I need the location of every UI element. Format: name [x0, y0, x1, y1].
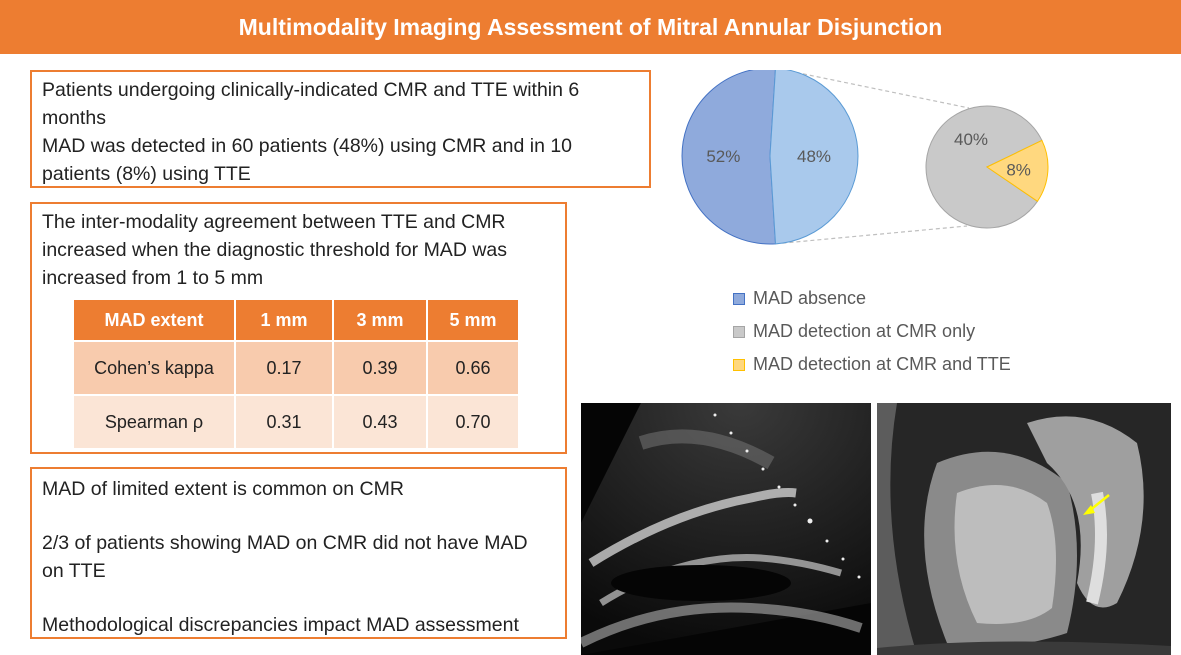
- box1-line: patients (8%) using TTE: [42, 163, 251, 185]
- legend-swatch: [733, 358, 745, 371]
- box1-line: Patients undergoing clinically-indicated…: [42, 79, 580, 101]
- conclusion-line: on TTE: [42, 560, 106, 582]
- box2-line: The inter-modality agreement between TTE…: [42, 211, 506, 233]
- summary-box-patients: Patients undergoing clinically-indicated…: [30, 70, 651, 188]
- echocardiogram-image: [581, 403, 871, 655]
- pie-slice-mad-detection: [769, 70, 859, 245]
- legend-item: MAD detection at CMR and TTE: [733, 348, 1011, 381]
- table-header-row: MAD extent 1 mm 3 mm 5 mm: [74, 300, 518, 340]
- box1-line: months: [42, 107, 106, 129]
- box1-line: MAD was detected in 60 patients (48%) us…: [42, 135, 573, 157]
- table-header: 1 mm: [236, 300, 332, 340]
- conclusion-line: Methodological discrepancies impact MAD …: [42, 614, 519, 636]
- table-cell: Spearman ρ: [74, 396, 234, 448]
- pie-slice-cmr-only: [925, 105, 1043, 229]
- cardiac-mri-image: [877, 403, 1171, 655]
- table-cell: Cohen’s kappa: [74, 342, 234, 394]
- legend-item: MAD detection at CMR only: [733, 315, 1011, 348]
- conclusion-line: 2/3 of patients showing MAD on CMR did n…: [42, 532, 528, 554]
- table-cell: 0.43: [334, 396, 426, 448]
- table-header: 3 mm: [334, 300, 426, 340]
- conclusion-line: MAD of limited extent is common on CMR: [42, 478, 404, 500]
- legend-label: MAD absence: [753, 288, 867, 308]
- pie-slice-cmr-and-tte: [986, 139, 1049, 202]
- pie-of-pie-chart: 52% 48% 40% 8%: [681, 70, 1049, 245]
- table-header: MAD extent: [74, 300, 234, 340]
- connector-line: [781, 70, 970, 109]
- summary-box-agreement: The inter-modality agreement between TTE…: [30, 202, 567, 454]
- pie-data-label: 48%: [797, 147, 831, 166]
- box2-line: increased when the diagnostic threshold …: [42, 239, 507, 261]
- table-cell: 0.66: [428, 342, 518, 394]
- legend-swatch: [733, 292, 745, 305]
- table-cell: 0.17: [236, 342, 332, 394]
- table-cell: 0.70: [428, 396, 518, 448]
- pie-data-label: 52%: [706, 147, 740, 166]
- table-row: Spearman ρ 0.31 0.43 0.70: [74, 396, 518, 448]
- box2-line: increased from 1 to 5 mm: [42, 267, 264, 289]
- legend-label: MAD detection at CMR and TTE: [753, 354, 1011, 374]
- legend-label: MAD detection at CMR only: [753, 321, 976, 341]
- chart-legend: MAD absence MAD detection at CMR only MA…: [733, 282, 1011, 381]
- table-cell: 0.39: [334, 342, 426, 394]
- pie-data-label: 40%: [954, 130, 988, 149]
- pie-data-label: 8%: [1006, 160, 1031, 179]
- legend-item: MAD absence: [733, 282, 1011, 315]
- table-header: 5 mm: [428, 300, 518, 340]
- table-cell: 0.31: [236, 396, 332, 448]
- legend-swatch: [733, 325, 745, 338]
- summary-box-conclusions: MAD of limited extent is common on CMR 2…: [30, 467, 567, 639]
- pie-slice-mad-absence: [681, 70, 777, 245]
- agreement-table: MAD extent 1 mm 3 mm 5 mm Cohen’s kappa …: [72, 298, 520, 450]
- page-title: Multimodality Imaging Assessment of Mitr…: [0, 0, 1181, 54]
- yellow-arrowhead-icon: [1083, 505, 1095, 515]
- table-row: Cohen’s kappa 0.17 0.39 0.66: [74, 342, 518, 394]
